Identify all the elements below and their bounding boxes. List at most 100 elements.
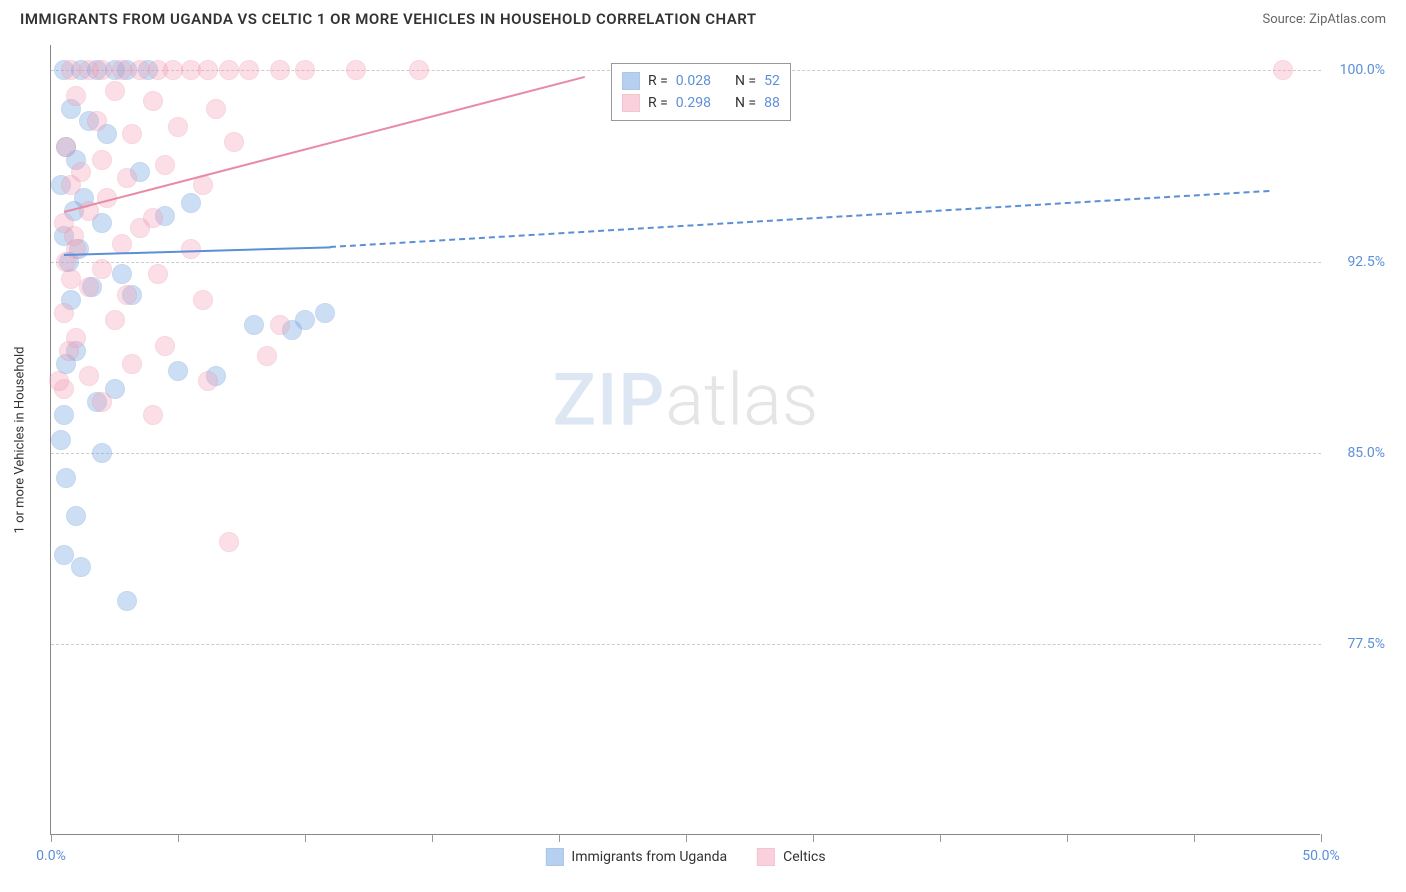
trend-line-dashed [330, 190, 1270, 248]
scatter-point [54, 545, 74, 565]
x-tick-label: 50.0% [1302, 848, 1340, 864]
chart-container: 1 or more Vehicles in Household ZIPatlas… [50, 45, 1390, 835]
stat-r-value: 0.298 [676, 95, 711, 111]
scatter-point [181, 239, 201, 259]
scatter-point [219, 532, 239, 552]
scatter-point [122, 354, 142, 374]
scatter-point [117, 591, 137, 611]
watermark: ZIPatlas [553, 358, 819, 443]
scatter-point [92, 259, 112, 279]
y-axis-label: 1 or more Vehicles in Household [13, 347, 28, 534]
stat-n-value: 88 [764, 95, 780, 111]
scatter-point [54, 405, 74, 425]
scatter-point [117, 285, 137, 305]
plot-area: ZIPatlas 77.5%85.0%92.5%100.0%0.0%50.0%R… [50, 45, 1320, 835]
scatter-point [79, 277, 99, 297]
scatter-point [239, 60, 259, 80]
scatter-point [181, 193, 201, 213]
scatter-point [61, 175, 81, 195]
legend-swatch [757, 848, 775, 866]
y-tick-label: 85.0% [1347, 445, 1385, 461]
scatter-point [92, 60, 112, 80]
scatter-point [315, 303, 335, 323]
x-tick [1067, 834, 1068, 842]
scatter-point [92, 150, 112, 170]
x-tick [1194, 834, 1195, 842]
scatter-point [105, 81, 125, 101]
legend-swatch [622, 72, 640, 90]
stats-row: R =0.028N =52 [622, 70, 780, 92]
scatter-point [56, 137, 76, 157]
scatter-point [66, 86, 86, 106]
scatter-point [112, 234, 132, 254]
x-tick-label: 0.0% [36, 848, 66, 864]
scatter-point [66, 506, 86, 526]
x-tick [432, 834, 433, 842]
scatter-point [295, 60, 315, 80]
y-tick-label: 92.5% [1347, 254, 1385, 270]
gridline [51, 453, 1321, 454]
scatter-point [206, 99, 226, 119]
scatter-point [155, 155, 175, 175]
scatter-point [193, 290, 213, 310]
scatter-point [257, 346, 277, 366]
x-tick [940, 834, 941, 842]
y-tick-label: 100.0% [1340, 62, 1385, 78]
legend-swatch [622, 94, 640, 112]
stats-box: R = 0.028 N = 52 R = 0.298 N = 88 [611, 63, 791, 121]
scatter-point [59, 341, 79, 361]
scatter-point [270, 60, 290, 80]
x-tick [686, 834, 687, 842]
scatter-point [1273, 60, 1293, 80]
x-tick [51, 834, 52, 842]
scatter-point [112, 264, 132, 284]
scatter-point [51, 430, 71, 450]
scatter-point [92, 392, 112, 412]
scatter-point [244, 315, 264, 335]
stat-r-value: 0.028 [676, 73, 711, 89]
scatter-point [54, 303, 74, 323]
legend-item: Celtics [757, 848, 825, 866]
header: IMMIGRANTS FROM UGANDA VS CELTIC 1 OR MO… [0, 0, 1406, 33]
scatter-point [270, 315, 290, 335]
legend-swatch [545, 848, 563, 866]
source-attribution: Source: ZipAtlas.com [1262, 12, 1386, 27]
scatter-point [130, 218, 150, 238]
scatter-point [143, 91, 163, 111]
scatter-point [224, 132, 244, 152]
trend-line [63, 76, 584, 213]
x-tick [305, 834, 306, 842]
x-tick [813, 834, 814, 842]
scatter-point [219, 60, 239, 80]
x-tick [178, 834, 179, 842]
x-tick [559, 834, 560, 842]
scatter-point [105, 310, 125, 330]
scatter-point [122, 124, 142, 144]
scatter-point [56, 468, 76, 488]
scatter-point [155, 336, 175, 356]
scatter-point [168, 361, 188, 381]
scatter-point [143, 405, 163, 425]
scatter-point [71, 557, 91, 577]
scatter-point [346, 60, 366, 80]
bottom-legend: Immigrants from Uganda Celtics [545, 848, 825, 866]
y-tick-label: 77.5% [1347, 636, 1385, 652]
scatter-point [409, 60, 429, 80]
scatter-point [198, 371, 218, 391]
scatter-point [87, 111, 107, 131]
x-tick [1321, 834, 1322, 842]
stat-n-label: N = [735, 95, 756, 111]
gridline [51, 644, 1321, 645]
scatter-point [117, 168, 137, 188]
gridline [51, 262, 1321, 263]
legend-item: Immigrants from Uganda [545, 848, 727, 866]
scatter-point [79, 366, 99, 386]
stat-n-label: N = [735, 73, 756, 89]
chart-title: IMMIGRANTS FROM UGANDA VS CELTIC 1 OR MO… [20, 10, 757, 28]
stat-r-label: R = [648, 95, 668, 111]
scatter-point [198, 60, 218, 80]
stat-n-value: 52 [764, 73, 780, 89]
scatter-point [49, 371, 69, 391]
stats-row: R = 0.298 N = 88 [622, 92, 780, 114]
scatter-point [168, 117, 188, 137]
